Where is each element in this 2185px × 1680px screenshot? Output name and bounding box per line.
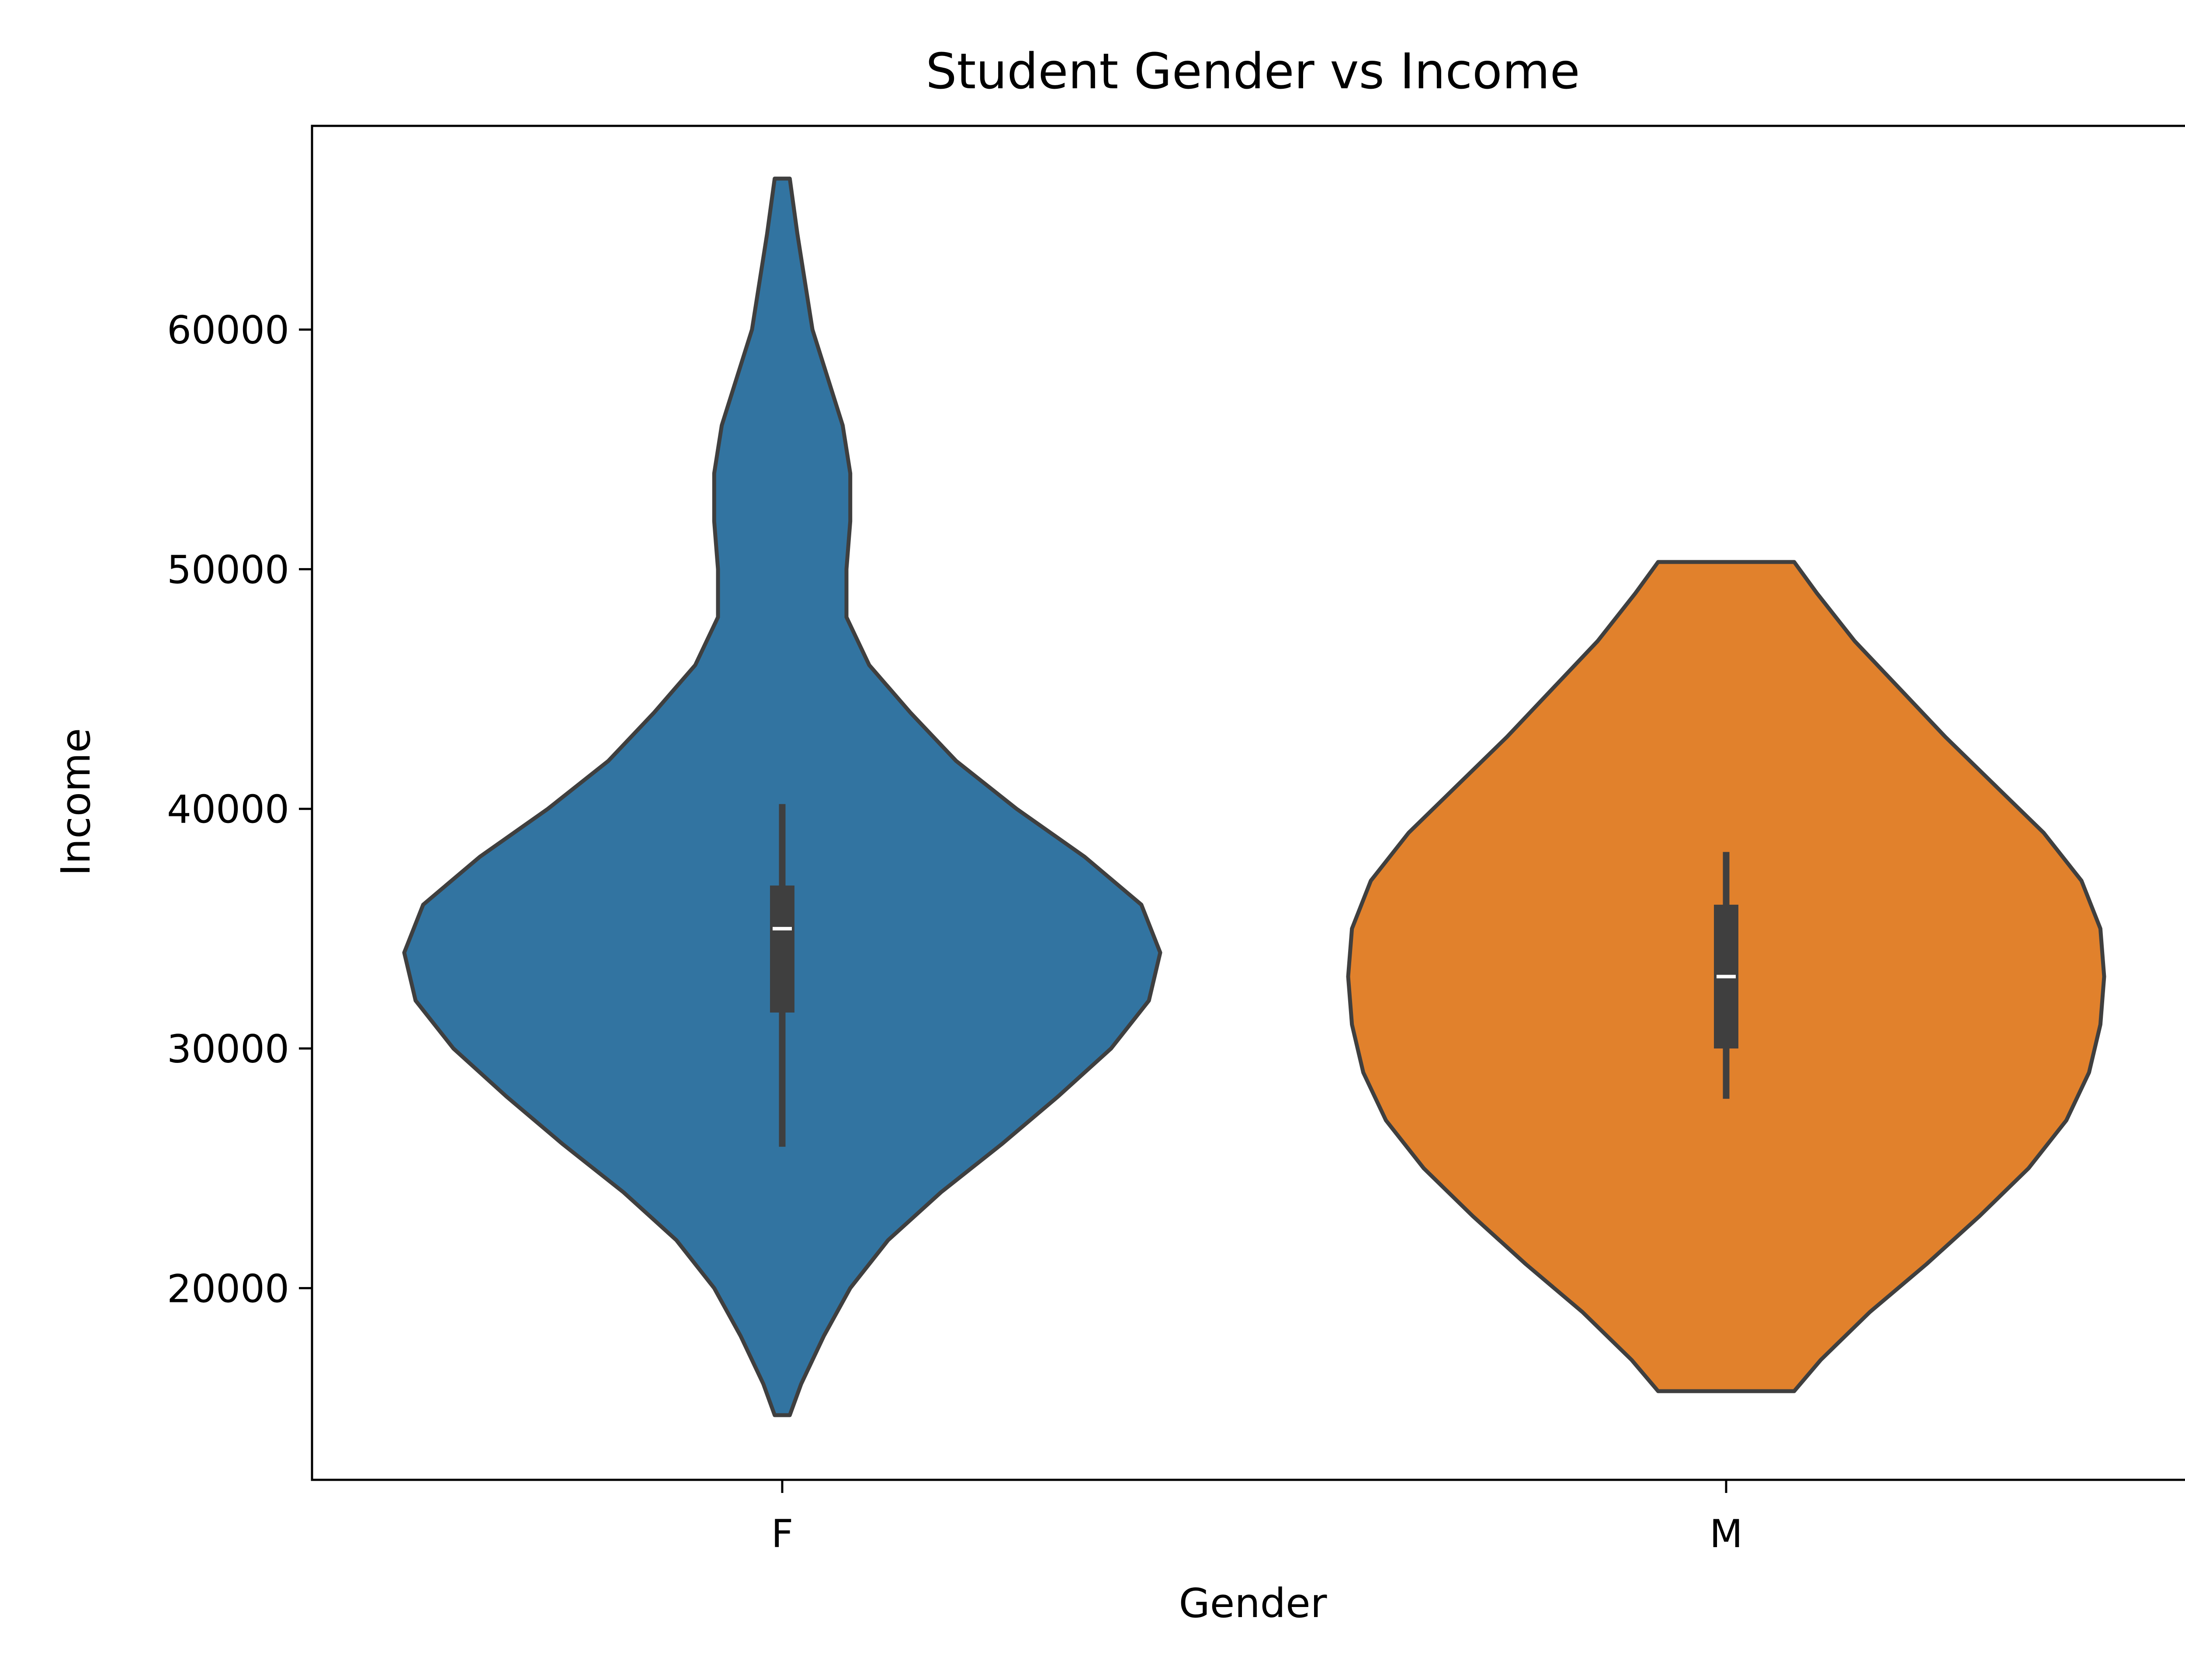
plot-frame <box>311 125 2185 1481</box>
violin-f <box>402 177 1162 1417</box>
x-tick-label: M <box>1710 1511 1743 1556</box>
box-f <box>770 885 794 1013</box>
y-tick-label: 60000 <box>167 308 289 353</box>
x-axis-label: Gender <box>1179 1580 1327 1627</box>
y-tick-label: 50000 <box>167 547 289 592</box>
y-tick-label: 40000 <box>167 787 289 832</box>
y-tick-label: 30000 <box>167 1027 289 1072</box>
y-tick-label: 20000 <box>167 1266 289 1311</box>
x-tick-label: F <box>771 1511 794 1556</box>
box-layer <box>770 804 1738 1147</box>
y-axis: 20000 30000 40000 50000 60000 <box>167 308 312 1311</box>
y-axis-label: Income <box>52 728 99 876</box>
chart-title: Student Gender vs Income <box>926 43 1580 100</box>
